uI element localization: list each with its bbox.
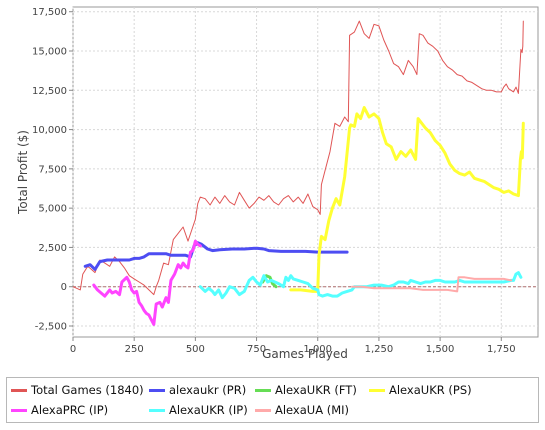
- x-tick-label: 250: [125, 344, 144, 355]
- legend-label: AlexaUKR (PS): [389, 383, 472, 397]
- legend-item: AlexaUA (MI): [255, 402, 349, 418]
- y-tick-label: 12,500: [32, 86, 67, 97]
- y-tick-label: 5,000: [38, 204, 67, 215]
- series-line-total-games-1840: [72, 20, 524, 296]
- legend-swatch: [149, 388, 165, 392]
- y-tick-label: 0: [61, 282, 67, 293]
- x-axis-ticks: 0 250 500 750 1,000 1,250 1,500 1,750: [70, 337, 516, 355]
- x-tick-label: 1,250: [365, 344, 394, 355]
- legend-swatch: [369, 388, 385, 392]
- legend-item: alexaukr (PR): [149, 382, 246, 398]
- legend-item: AlexaUKR (IP): [149, 402, 248, 418]
- legend-item: Total Games (1840): [11, 382, 144, 398]
- profit-line-chart: 0 250 500 750 1,000 1,250 1,500 1,750 -2,50002,…: [16, 6, 539, 361]
- x-tick-label: 750: [247, 344, 266, 355]
- y-tick-label: 17,500: [32, 7, 67, 18]
- y-axis-ticks: -2,500 0 2,500 5,000 7,500 10,000 12,500 15,000…: [32, 7, 73, 333]
- y-tick-label: 2,500: [38, 243, 67, 254]
- y-tick-label: 10,000: [32, 125, 67, 136]
- y-axis-label: Total Profit ($): [16, 130, 30, 215]
- legend-label: AlexaPRC (IP): [31, 403, 109, 417]
- series-line-alexaua-mi: [351, 276, 513, 293]
- legend-swatch: [255, 388, 271, 392]
- legend-swatch: [11, 388, 27, 392]
- legend-label: AlexaUKR (FT): [275, 383, 357, 397]
- legend: Total Games (1840) alexaukr (PR) AlexaUKR …: [6, 377, 539, 423]
- series-line-alexaukr-ip: [198, 271, 523, 300]
- legend-swatch: [149, 408, 165, 412]
- legend-item: AlexaUKR (PS): [369, 382, 472, 398]
- y-tick-label: 7,500: [38, 164, 67, 175]
- x-tick-label: 0: [70, 344, 76, 355]
- legend-label: AlexaUA (MI): [275, 403, 350, 417]
- x-axis-label: Games Played: [262, 347, 348, 361]
- legend-swatch: [255, 408, 271, 412]
- legend-label: AlexaUKR (IP): [169, 403, 248, 417]
- x-tick-label: 500: [186, 344, 205, 355]
- x-tick-label: 1,750: [487, 344, 516, 355]
- legend-item: AlexaPRC (IP): [11, 402, 108, 418]
- x-tick-label: 1,000: [303, 344, 332, 355]
- grid-lines: [72, 7, 538, 337]
- x-tick-label: 1,500: [426, 344, 455, 355]
- legend-label: alexaukr (PR): [169, 383, 247, 397]
- y-tick-label: 15,000: [32, 47, 67, 58]
- legend-item: AlexaUKR (FT): [255, 382, 357, 398]
- legend-label: Total Games (1840): [31, 383, 144, 397]
- series-line-alexaukr-ps: [289, 106, 525, 293]
- legend-swatch: [11, 408, 27, 412]
- series-lines: [72, 20, 525, 326]
- series-line-alexaprc-ip: [92, 239, 202, 326]
- y-tick-label: -2,500: [35, 322, 67, 333]
